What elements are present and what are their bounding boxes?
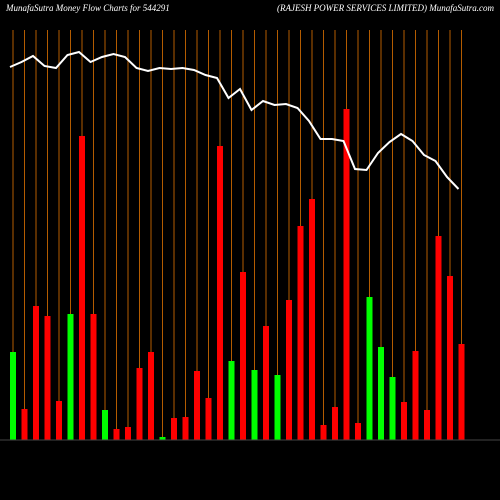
bar (113, 429, 120, 440)
bar (343, 109, 350, 440)
bar (412, 351, 419, 440)
bar (205, 398, 212, 440)
bar (424, 410, 430, 440)
bar (159, 437, 166, 440)
chart-title: MunafaSutra Money Flow Charts for 544291 (5, 3, 170, 13)
bar (125, 427, 131, 440)
bar (251, 370, 258, 440)
money-flow-line (9, 50, 460, 190)
chart-subtitle: (RAJESH POWER SERVICES LIMITED) MunafaSu… (277, 3, 495, 13)
bar (90, 314, 97, 440)
bar (44, 316, 51, 440)
bar (309, 199, 315, 440)
bar (10, 352, 16, 440)
bar (286, 300, 292, 440)
bar (240, 272, 246, 440)
bar (182, 417, 189, 440)
bar (21, 409, 28, 440)
bar (332, 407, 338, 440)
bar (355, 423, 361, 440)
bar (194, 371, 200, 440)
bar (217, 146, 223, 440)
bar (297, 226, 304, 440)
bar (447, 276, 453, 440)
bar (79, 136, 85, 440)
bar (401, 402, 407, 440)
bar (320, 425, 327, 440)
bar (263, 326, 269, 440)
bar (274, 375, 281, 440)
bar (136, 368, 143, 440)
bar (228, 361, 235, 440)
bar (389, 377, 396, 440)
bar (56, 401, 62, 440)
bar (67, 314, 74, 440)
bar (171, 418, 177, 440)
bar (378, 347, 384, 440)
bar (33, 306, 39, 440)
bar (458, 344, 465, 440)
bar (366, 297, 373, 440)
bar (102, 410, 108, 440)
bar (435, 236, 442, 440)
bar (148, 352, 154, 440)
